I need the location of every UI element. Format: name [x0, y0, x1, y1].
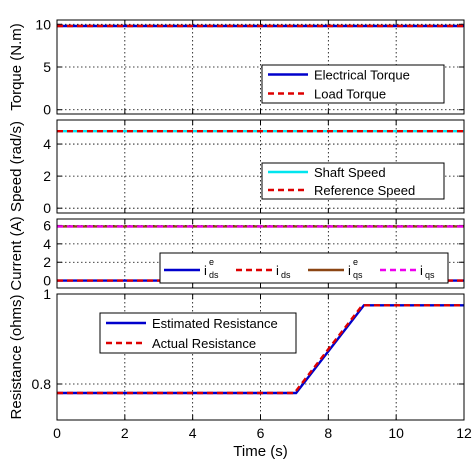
legend-label-sub: qs	[425, 270, 435, 280]
legend-label-sub: ds	[209, 270, 219, 280]
legend-box	[261, 64, 445, 104]
legend-box	[261, 162, 445, 200]
legend-label-sub: ds	[281, 270, 291, 280]
legend-label-sub: qs	[353, 270, 363, 280]
x-tick-label: 8	[324, 425, 332, 441]
y-tick-label: 0.8	[32, 376, 52, 392]
x-tick-label: 0	[53, 425, 61, 441]
y-tick-label: 4	[43, 236, 51, 252]
y-tick-label: 0	[43, 200, 51, 216]
y-tick-label: 2	[43, 168, 51, 184]
y-tick-label: 6	[43, 217, 51, 233]
legend-label: i	[420, 263, 423, 278]
y-tick-label: 4	[43, 136, 51, 152]
legend-label: Load Torque	[314, 87, 386, 102]
series-line-1	[57, 304, 464, 395]
y-axis-label: Current (A)	[8, 216, 25, 290]
series-line-2	[57, 304, 464, 395]
legend-label-sup: e	[353, 257, 358, 267]
plot-frame	[56, 119, 465, 214]
y-tick-label: 0	[43, 102, 51, 118]
y-axis-label: Resistance (ohms)	[8, 294, 25, 419]
panel-2: 0 2 4 Speed (rad/s) Shaft Speed Reference Spe…	[8, 119, 465, 216]
panel-4: 0.8 1 Resistance (ohms) Estimated Resistanc…	[8, 286, 472, 460]
x-tick-label: 12	[456, 425, 472, 441]
panel-1: 0 5 10 Torque (N.m) Electrical Torque Load To…	[8, 16, 465, 118]
x-tick-label: 4	[189, 425, 197, 441]
y-tick-label: 1	[43, 286, 51, 302]
y-axis-label: Speed (rad/s)	[8, 121, 25, 212]
legend-label: i	[204, 263, 207, 278]
plot-frame	[56, 19, 465, 115]
x-tick-label: 2	[121, 425, 129, 441]
legend-label: Reference Speed	[314, 183, 415, 198]
y-tick-label: 5	[43, 59, 51, 75]
legend-label: Shaft Speed	[314, 165, 386, 180]
legend-label-sup: e	[209, 257, 214, 267]
legend: Estimated Resistance Actual Resistance	[99, 312, 297, 354]
legend-label: i	[276, 263, 279, 278]
y-axis-label: Torque (N.m)	[8, 23, 25, 111]
legend-label: i	[348, 263, 351, 278]
plot-frame	[56, 293, 465, 421]
legend-box	[159, 252, 449, 284]
legend-label: Actual Resistance	[152, 336, 256, 351]
legend: Shaft Speed Reference Speed	[261, 162, 445, 200]
legend-box	[99, 312, 297, 354]
x-axis-label: Time (s)	[233, 443, 287, 460]
legend-label: Estimated Resistance	[152, 316, 278, 331]
legend-label: Electrical Torque	[314, 68, 410, 83]
legend: Electrical Torque Load Torque	[261, 64, 445, 104]
y-tick-label: 2	[43, 254, 51, 270]
plot-frame	[56, 218, 465, 289]
y-tick-label: 10	[35, 16, 51, 32]
x-tick-label: 6	[257, 425, 265, 441]
x-tick-label: 10	[388, 425, 404, 441]
y-tick-label: 0	[43, 273, 51, 289]
